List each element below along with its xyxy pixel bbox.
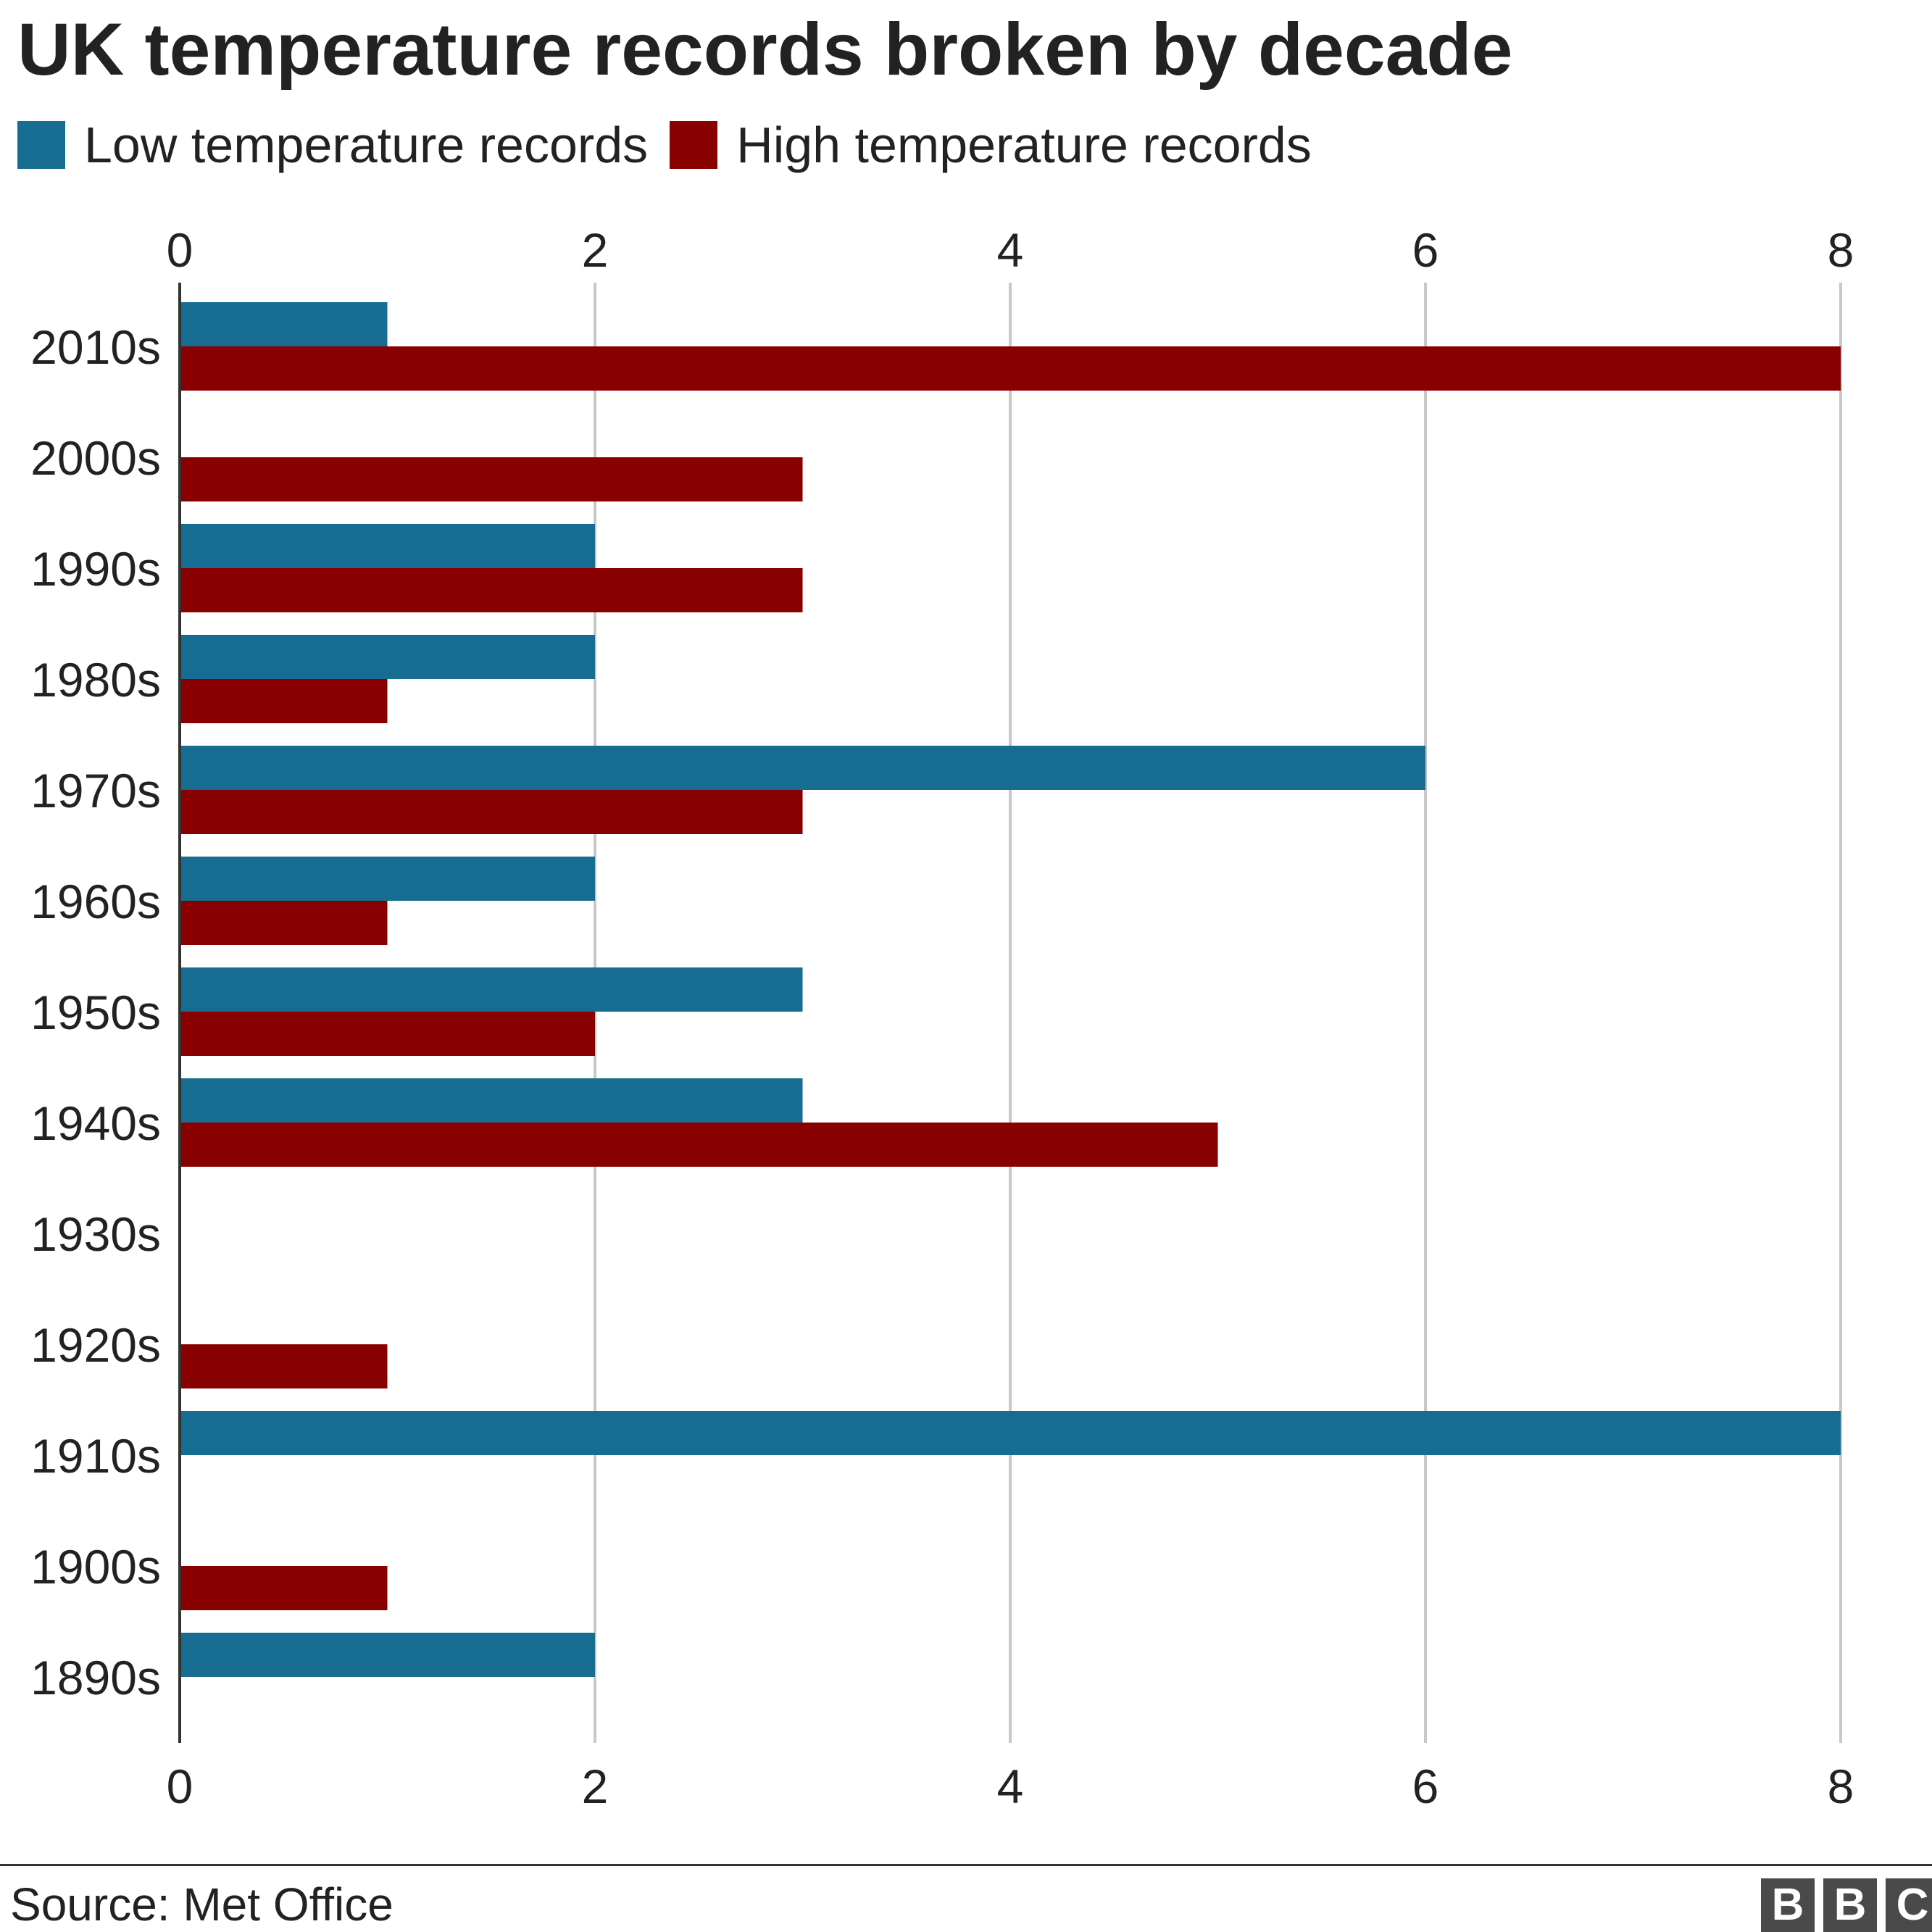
- logo-letter-2: B: [1823, 1878, 1877, 1932]
- legend-swatch-low: [17, 121, 65, 169]
- bar-low-1890s: [180, 1633, 595, 1677]
- bar-high-1990s: [180, 568, 803, 612]
- x-tick-top-4: 4: [997, 223, 1024, 277]
- source-note: Source: Met Office: [10, 1878, 394, 1931]
- legend-item-low: Low temperature records: [17, 116, 648, 174]
- logo-letter-3: C: [1886, 1878, 1932, 1932]
- x-tick-top-8: 8: [1828, 223, 1854, 277]
- y-tick-1990s: 1990s: [30, 542, 161, 596]
- bar-high-2010s: [180, 346, 1841, 391]
- x-tick-bottom-0: 0: [167, 1760, 193, 1813]
- y-tick-1980s: 1980s: [30, 653, 161, 707]
- bar-high-1980s: [180, 679, 388, 723]
- footer-divider: [0, 1864, 1932, 1866]
- y-tick-2010s: 2010s: [30, 320, 161, 374]
- bar-low-1950s: [180, 967, 803, 1012]
- y-tick-1930s: 1930s: [30, 1207, 161, 1261]
- y-tick-1960s: 1960s: [30, 875, 161, 928]
- y-tick-2000s: 2000s: [30, 431, 161, 485]
- y-tick-1920s: 1920s: [30, 1318, 161, 1372]
- x-tick-top-6: 6: [1412, 223, 1439, 277]
- chart-title: UK temperature records broken by decade: [17, 8, 1513, 91]
- x-tick-bottom-2: 2: [582, 1760, 609, 1813]
- bbc-logo: B B C: [1752, 1878, 1932, 1932]
- bar-high-1920s: [180, 1344, 388, 1388]
- logo-letter-1: B: [1761, 1878, 1815, 1932]
- x-tick-bottom-4: 4: [997, 1760, 1024, 1813]
- bar-high-2000s: [180, 457, 803, 501]
- bar-high-1970s: [180, 790, 803, 834]
- bar-high-1940s: [180, 1123, 1218, 1167]
- y-tick-1890s: 1890s: [30, 1651, 161, 1704]
- legend-label-low: Low temperature records: [84, 117, 649, 173]
- x-tick-bottom-6: 6: [1412, 1760, 1439, 1813]
- x-tick-top-2: 2: [582, 223, 609, 277]
- y-tick-1940s: 1940s: [30, 1096, 161, 1150]
- x-tick-top-0: 0: [167, 223, 193, 277]
- bar-low-2010s: [180, 302, 388, 346]
- bar-chart: 0 0 2 2 4 4 6 6 8 8 2010s 2000s 1990s 1980s 1970s 1960s…: [30, 223, 1854, 1813]
- legend-swatch-high: [670, 121, 718, 169]
- legend-item-high: High temperature records: [670, 116, 1312, 174]
- y-tick-1900s: 1900s: [30, 1540, 161, 1594]
- bar-high-1950s: [180, 1012, 595, 1056]
- bar-low-1960s: [180, 857, 595, 901]
- y-tick-1950s: 1950s: [30, 986, 161, 1039]
- y-tick-1970s: 1970s: [30, 764, 161, 817]
- bar-low-1990s: [180, 524, 595, 568]
- bar-low-1940s: [180, 1078, 803, 1123]
- bar-low-1970s: [180, 746, 1425, 790]
- legend: Low temperature records High temperature…: [17, 116, 1333, 174]
- bar-low-1980s: [180, 635, 595, 679]
- bar-high-1960s: [180, 901, 388, 945]
- legend-label-high: High temperature records: [736, 117, 1312, 173]
- x-tick-bottom-8: 8: [1828, 1760, 1854, 1813]
- bar-high-1900s: [180, 1566, 388, 1610]
- bar-low-1910s: [180, 1411, 1841, 1455]
- y-tick-1910s: 1910s: [30, 1429, 161, 1483]
